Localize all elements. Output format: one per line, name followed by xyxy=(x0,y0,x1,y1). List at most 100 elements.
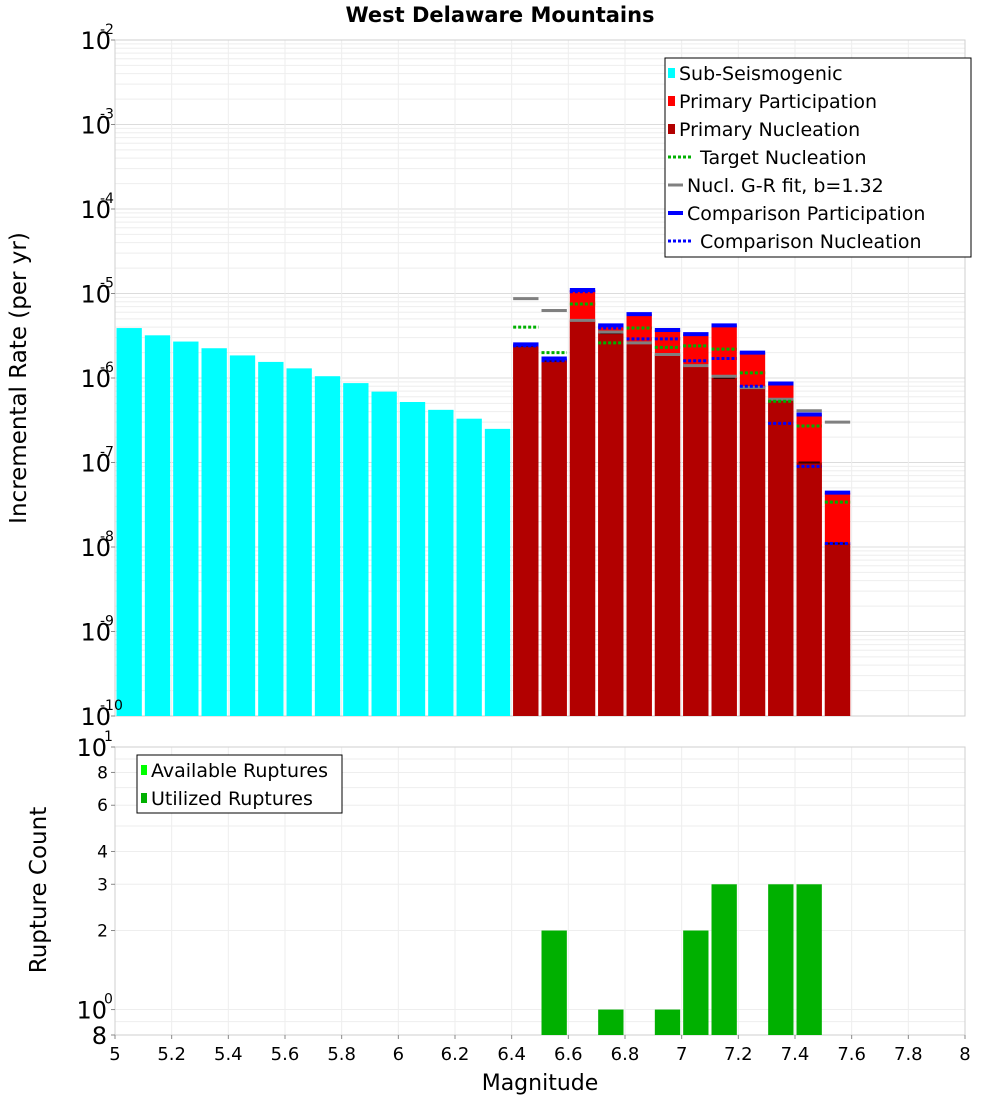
bottom-y-tick-exponent: 0 xyxy=(104,992,113,1008)
x-tick-label: 6.2 xyxy=(441,1044,470,1065)
sub-seismogenic-bar xyxy=(428,409,454,716)
top-y-tick-label: 10 xyxy=(80,281,111,309)
top-legend: Sub-Seismogenic Primary Participation Prim… xyxy=(664,57,972,258)
top-y-tick-label: 10 xyxy=(80,196,111,224)
primary-nucleation-bar xyxy=(796,462,822,716)
top-y-tick-label: 10 xyxy=(80,703,111,731)
top-legend-label: Nucl. G-R fit, b=1.32 xyxy=(687,175,884,197)
top-legend-box xyxy=(664,57,972,258)
bottom-y-tick-label: 8 xyxy=(92,1022,107,1050)
top-legend-label: Comparison Nucleation xyxy=(700,231,922,253)
sub-seismogenic-bar xyxy=(399,401,426,716)
x-tick-label: 8 xyxy=(959,1044,970,1065)
bottom-y-tick-label: 10 xyxy=(76,997,107,1025)
bottom-y-tick-label: 3 xyxy=(97,875,108,895)
bottom-plot-frame xyxy=(114,746,966,1036)
top-legend-label: Comparison Participation xyxy=(687,203,925,225)
top-y-tick-exponent: -10 xyxy=(100,698,123,714)
top-y-axis-label: Incremental Rate (per yr) xyxy=(6,232,32,524)
chart-title: West Delaware Mountains xyxy=(345,3,654,27)
x-axis-label: Magnitude xyxy=(482,1071,599,1096)
primary-nucleation-bar xyxy=(739,388,766,716)
primary-nucleation-bar xyxy=(513,345,539,716)
x-tick-label: 6 xyxy=(393,1044,404,1065)
primary-nucleation-bar xyxy=(711,378,737,716)
x-ticks: 5 5.2 5.4 5.6 5.8 6 6.2 6.4 6.6 6.8 7 7.2 7.4 7.6 7.8 8 xyxy=(109,1035,971,1065)
x-tick-label: 5.8 xyxy=(327,1044,356,1065)
x-tick-label: 7 xyxy=(676,1044,687,1065)
legend-swatch-block xyxy=(668,96,675,106)
legend-swatch-block xyxy=(668,68,675,78)
bottom-bars xyxy=(541,884,822,1035)
top-legend-label: Sub-Seismogenic xyxy=(679,63,843,85)
utilized-ruptures-bar xyxy=(683,930,709,1035)
top-y-tick-exponent: -8 xyxy=(100,529,114,545)
utilized-ruptures-bar xyxy=(796,884,822,1035)
top-legend-label: Primary Participation xyxy=(679,91,877,113)
sub-seismogenic-bar xyxy=(286,368,312,716)
primary-nucleation-bar xyxy=(683,365,709,716)
top-y-tick-label: 10 xyxy=(80,27,111,55)
top-y-tick-exponent: -7 xyxy=(100,445,114,461)
sub-seismogenic-bar xyxy=(258,361,284,716)
bottom-legend: Available Ruptures Utilized Ruptures xyxy=(136,754,343,814)
primary-nucleation-bar xyxy=(598,333,624,716)
sub-seismogenic-bar xyxy=(456,418,482,716)
bottom-legend-label: Utilized Ruptures xyxy=(151,788,313,810)
sub-seismogenic-bar xyxy=(484,428,511,716)
primary-nucleation-bar xyxy=(824,543,851,716)
bottom-y-tick-label: 10 xyxy=(76,734,107,762)
bottom-y-tick-label: 8 xyxy=(97,763,108,783)
sub-seismogenic-bar xyxy=(116,328,142,716)
x-tick-label: 7.2 xyxy=(724,1044,753,1065)
top-grid xyxy=(114,39,966,717)
bottom-y-tick-label: 4 xyxy=(97,842,108,862)
x-tick-label: 6.4 xyxy=(497,1044,526,1065)
legend-swatch-block xyxy=(141,765,147,775)
x-tick-label: 7.6 xyxy=(837,1044,866,1065)
x-tick-label: 6.6 xyxy=(554,1044,583,1065)
x-tick-label: 5.2 xyxy=(157,1044,186,1065)
bottom-legend-box xyxy=(136,754,343,814)
primary-nucleation-bar xyxy=(768,399,794,716)
top-y-tick-exponent: -9 xyxy=(100,614,114,630)
x-tick-label: 6.8 xyxy=(611,1044,640,1065)
x-tick-label: 5.6 xyxy=(271,1044,300,1065)
x-tick-label: 7.8 xyxy=(894,1044,923,1065)
primary-nucleation-bar xyxy=(626,342,652,716)
utilized-ruptures-bar xyxy=(541,930,567,1035)
legend-swatch-block xyxy=(141,793,147,803)
sub-seismogenic-bar xyxy=(314,376,341,716)
x-tick-label: 5.4 xyxy=(214,1044,243,1065)
top-y-tick-exponent: -5 xyxy=(100,276,114,292)
sub-seismogenic-bar xyxy=(201,348,227,716)
top-y-tick-label: 10 xyxy=(80,365,111,393)
top-legend-label: Primary Nucleation xyxy=(679,119,860,141)
top-markers xyxy=(513,288,851,546)
x-tick-label: 5 xyxy=(109,1044,120,1065)
bottom-legend-label: Available Ruptures xyxy=(151,760,328,782)
top-y-tick-label: 10 xyxy=(80,534,111,562)
bottom-y-tick-label: 6 xyxy=(97,796,108,816)
primary-nucleation-bar xyxy=(569,320,596,716)
utilized-ruptures-bar xyxy=(654,1009,681,1035)
utilized-ruptures-bar xyxy=(598,1009,624,1035)
bottom-y-tick-exponent: 1 xyxy=(104,729,113,745)
sub-seismogenic-bar xyxy=(343,383,369,716)
sub-seismogenic-bar xyxy=(371,391,397,716)
legend-swatch-block xyxy=(668,124,675,134)
sub-seismogenic-bar xyxy=(229,355,256,716)
bottom-y-tick-label: 2 xyxy=(97,922,108,942)
top-y-tick-exponent: -6 xyxy=(100,360,114,376)
top-y-tick-exponent: -4 xyxy=(100,191,114,207)
top-y-tick-label: 10 xyxy=(80,112,111,140)
bottom-y-axis-label: Rupture Count xyxy=(26,807,52,973)
top-y-tick-exponent: -3 xyxy=(100,107,114,123)
top-y-tick-label: 10 xyxy=(80,619,111,647)
top-y-tick-label: 10 xyxy=(80,450,111,478)
primary-nucleation-bar xyxy=(541,360,567,716)
x-tick-label: 7.4 xyxy=(781,1044,810,1065)
